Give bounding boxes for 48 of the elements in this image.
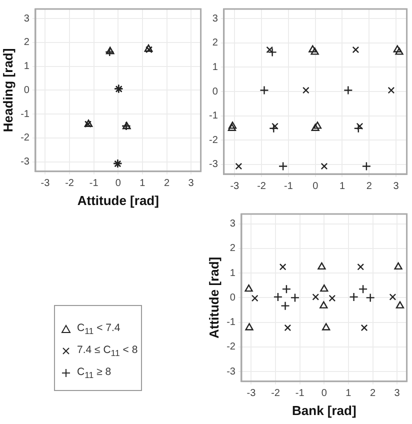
x-tick-label: 1 <box>346 388 352 400</box>
legend-label: 7.4 ≤ C$_{11}$ < 8 <box>77 344 138 358</box>
x-tick-label: 0 <box>321 388 328 400</box>
y-tick-label: 1 <box>24 61 30 72</box>
legend-label: C$_{11}$ < 7.4 <box>77 322 120 336</box>
x-tick-label: 3 <box>188 178 194 190</box>
y-axis-title: Heading [rad] <box>0 48 16 132</box>
y-axis-title: Attitude [rad] <box>206 256 222 339</box>
x-tick-label: -1 <box>89 178 99 190</box>
x-tick-label: -2 <box>257 180 266 192</box>
y-tick-label: -1 <box>226 317 236 328</box>
y-tick-label: 2 <box>212 38 218 49</box>
x-tick-label: 2 <box>370 388 376 400</box>
x-tick-label: 2 <box>366 180 372 192</box>
y-tick-label: 2 <box>24 37 30 48</box>
y-tick-label: 1 <box>230 268 236 279</box>
y-tick-label: -2 <box>226 342 236 353</box>
y-tick-label: -3 <box>226 366 236 378</box>
y-tick-label: 3 <box>230 218 236 230</box>
x-tick-label: 3 <box>394 388 400 400</box>
x-tick-label: 2 <box>164 178 170 190</box>
y-tick-label: 0 <box>24 84 30 96</box>
y-tick-label: -2 <box>20 132 30 144</box>
y-tick-label: -3 <box>208 159 218 170</box>
x-tick-label: 3 <box>393 180 400 192</box>
y-tick-label: -2 <box>208 134 218 146</box>
y-tick-label: 1 <box>212 62 218 73</box>
x-axis-title: Attitude [rad] <box>77 192 159 208</box>
x-tick-label: -2 <box>271 388 280 400</box>
x-tick-label: -3 <box>246 388 256 400</box>
y-tick-label: 3 <box>24 13 30 24</box>
y-tick-label: 2 <box>230 243 236 254</box>
x-tick-label: 0 <box>115 178 122 190</box>
x-tick-label: -3 <box>40 178 50 190</box>
y-tick-label: -3 <box>20 156 30 168</box>
legend-label: C$_{11}$ ≥ 8 <box>77 366 112 380</box>
x-tick-label: -1 <box>284 180 294 192</box>
y-tick-label: -1 <box>20 108 30 120</box>
x-tick-label: -2 <box>65 178 74 190</box>
y-tick-label: 0 <box>212 86 218 98</box>
x-tick-label: -1 <box>295 388 305 400</box>
x-tick-label: 0 <box>312 180 319 192</box>
x-axis-title: Bank [rad] <box>292 402 356 418</box>
y-tick-label: 0 <box>230 292 236 304</box>
x-tick-label: 1 <box>140 178 146 190</box>
x-tick-label: 1 <box>339 180 346 192</box>
y-tick-label: -1 <box>208 110 218 122</box>
y-tick-label: 3 <box>212 13 218 24</box>
